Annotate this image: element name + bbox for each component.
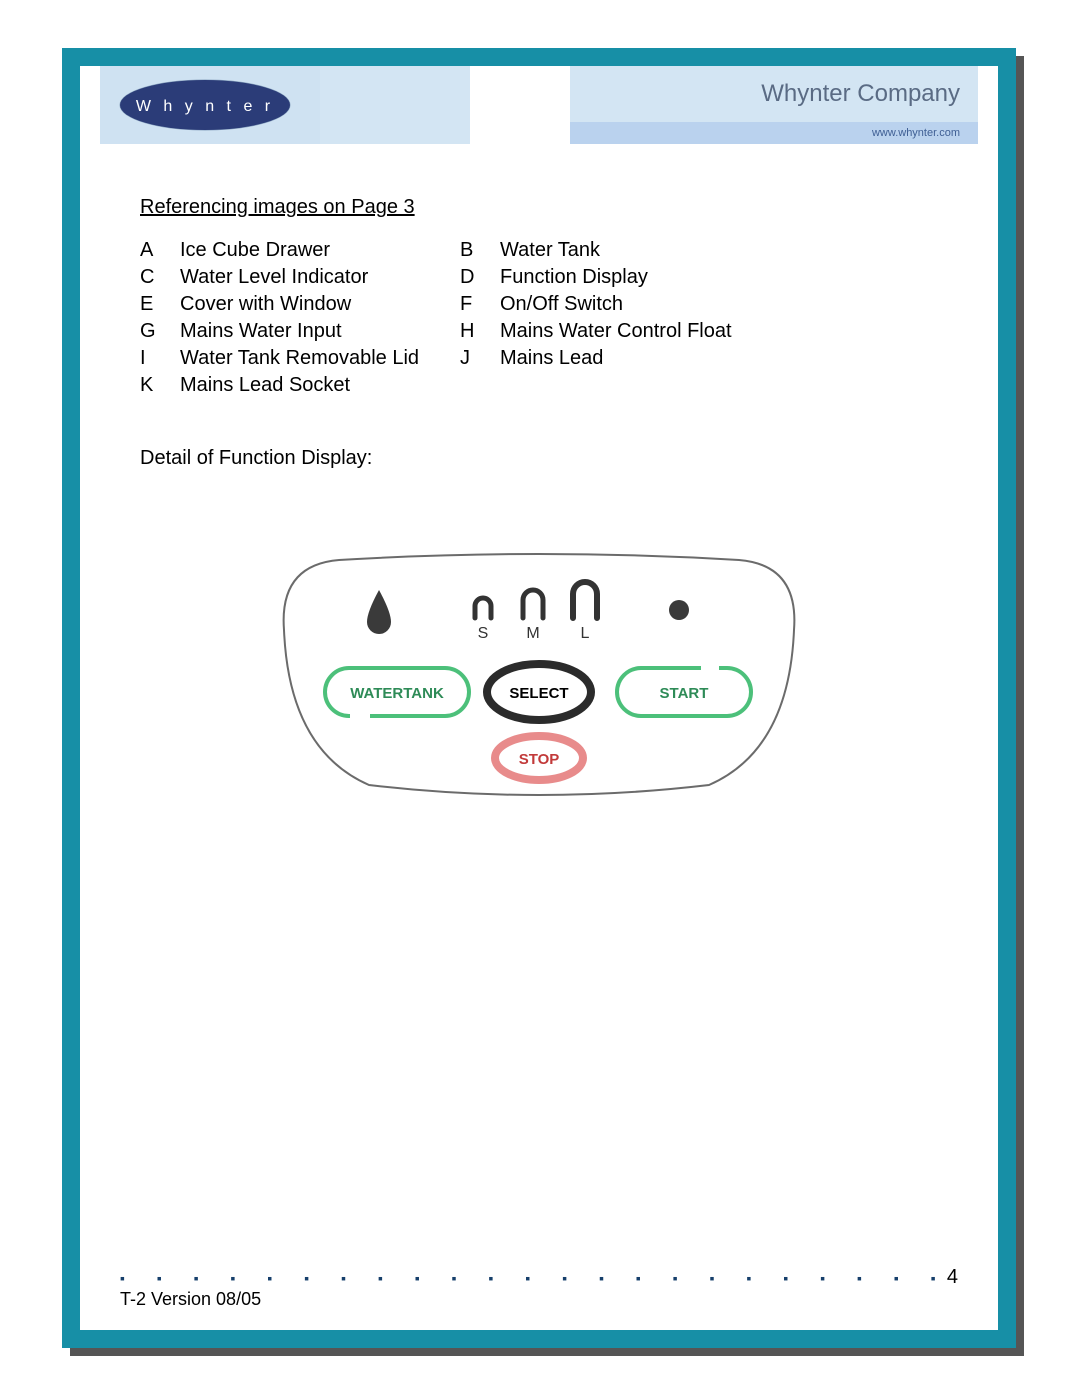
legend-key: H (460, 320, 490, 343)
svg-text:S: S (478, 625, 489, 642)
legend-key (460, 374, 490, 397)
header-right: Whynter Company www.whynter.com (570, 66, 978, 144)
svg-text:W h y n t e r: W h y n t e r (136, 98, 274, 115)
legend-label: Function Display (500, 266, 938, 289)
detail-title: Detail of Function Display: (140, 447, 938, 470)
legend-label: Mains Water Control Float (500, 320, 938, 343)
svg-text:L: L (581, 625, 590, 642)
legend-label: Ice Cube Drawer (180, 239, 450, 262)
section-title: Referencing images on Page 3 (140, 196, 938, 219)
company-name: Whynter Company (570, 66, 978, 122)
svg-text:M: M (526, 625, 539, 642)
svg-text:WATERTANK: WATERTANK (350, 685, 444, 702)
select-button[interactable]: SELECT (487, 664, 591, 720)
logo-cell: W h y n t e r (100, 66, 320, 144)
legend-key: A (140, 239, 170, 262)
legend-label: Mains Lead Socket (180, 374, 450, 397)
legend-key: D (460, 266, 490, 289)
legend-label (500, 374, 938, 397)
legend-key: J (460, 347, 490, 370)
legend-key: K (140, 374, 170, 397)
legend-key: E (140, 293, 170, 316)
page-frame: W h y n t e r Whynter Company www.whynte… (62, 48, 1016, 1348)
function-display-diagram-wrap: S M L (140, 550, 938, 810)
version-text: T-2 Version 08/05 (120, 1289, 958, 1310)
company-url: www.whynter.com (570, 122, 978, 144)
header: W h y n t e r Whynter Company www.whynte… (100, 66, 978, 144)
status-led-icon (669, 600, 689, 620)
legend-label: Cover with Window (180, 293, 450, 316)
header-spacer-a (320, 66, 470, 144)
header-spacer-b (470, 66, 570, 144)
svg-text:START: START (660, 685, 709, 702)
legend-key: B (460, 239, 490, 262)
legend-key: I (140, 347, 170, 370)
legend-label: Water Tank (500, 239, 938, 262)
parts-legend: A Ice Cube Drawer B Water Tank C Water L… (140, 239, 938, 397)
footer-dots: ▪ ▪ ▪ ▪ ▪ ▪ ▪ ▪ ▪ ▪ ▪ ▪ ▪ ▪ ▪ ▪ ▪ ▪ ▪ ▪ … (120, 1270, 947, 1286)
legend-key: G (140, 320, 170, 343)
legend-label: Mains Water Input (180, 320, 450, 343)
page: W h y n t e r Whynter Company www.whynte… (80, 66, 998, 1330)
function-display-diagram: S M L (279, 550, 799, 810)
start-button[interactable]: START (619, 670, 749, 714)
legend-label: Water Tank Removable Lid (180, 347, 450, 370)
legend-key: C (140, 266, 170, 289)
svg-text:SELECT: SELECT (509, 685, 568, 702)
legend-label: Water Level Indicator (180, 266, 450, 289)
legend-label: Mains Lead (500, 347, 938, 370)
page-number: 4 (947, 1266, 958, 1289)
footer: ▪ ▪ ▪ ▪ ▪ ▪ ▪ ▪ ▪ ▪ ▪ ▪ ▪ ▪ ▪ ▪ ▪ ▪ ▪ ▪ … (120, 1266, 958, 1310)
legend-key: F (460, 293, 490, 316)
content: Referencing images on Page 3 A Ice Cube … (140, 196, 938, 1250)
stop-button[interactable]: STOP (495, 736, 583, 780)
watertank-button[interactable]: WATERTANK (327, 670, 467, 714)
whynter-logo: W h y n t e r (110, 75, 310, 135)
legend-label: On/Off Switch (500, 293, 938, 316)
svg-text:STOP: STOP (519, 751, 560, 768)
